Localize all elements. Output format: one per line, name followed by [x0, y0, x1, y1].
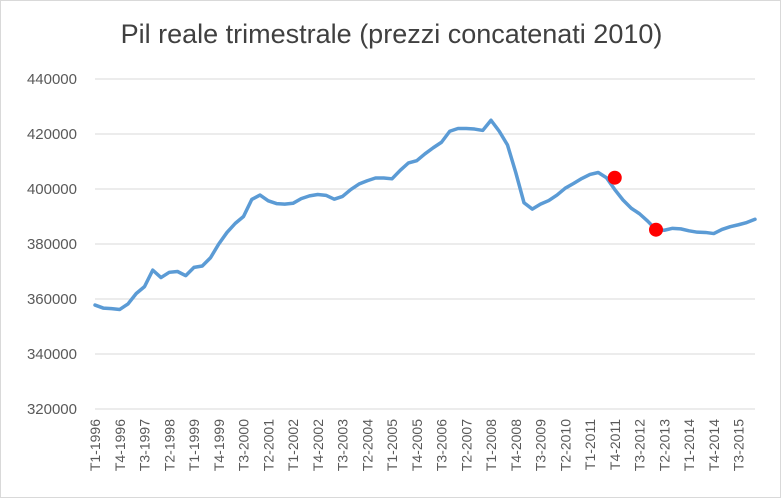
y-tick-label: 360000: [27, 291, 77, 308]
x-tick-label: T3-2015: [731, 419, 747, 471]
x-tick-label: T4-1999: [211, 419, 227, 471]
x-tick-label: T1-1999: [186, 419, 202, 471]
highlight-point: [607, 170, 622, 185]
x-tick-label: T4-2014: [706, 419, 722, 471]
x-tick-label: T3-2012: [632, 419, 648, 471]
y-tick-label: 440000: [27, 71, 77, 88]
x-tick-label: T3-2003: [335, 419, 351, 471]
x-tick-label: T3-1997: [137, 419, 153, 471]
x-tick-label: T3-2000: [236, 419, 252, 471]
y-tick-label: 380000: [27, 236, 77, 253]
x-tick-label: T2-2010: [557, 419, 573, 471]
y-tick-label: 340000: [27, 346, 77, 363]
x-tick-label: T4-2008: [508, 419, 524, 471]
chart-title: Pil reale trimestrale (prezzi concatenat…: [120, 19, 663, 49]
x-tick-label: T4-2002: [310, 419, 326, 471]
x-tick-label: T4-1996: [112, 419, 128, 471]
x-tick-label: T1-2008: [483, 419, 499, 471]
gridlines: [95, 78, 755, 410]
series-line: [93, 118, 757, 312]
x-tick-label: T4-2011: [607, 419, 623, 470]
y-axis-tick-labels: 320000 340000 360000 380000 400000 420000 4400…: [27, 71, 77, 418]
y-tick-label: 420000: [27, 126, 77, 143]
x-tick-label: T2-2007: [458, 419, 474, 471]
x-tick-label: T1-2002: [285, 419, 301, 471]
highlight-point: [649, 222, 663, 237]
highlight-markers: [607, 170, 663, 237]
x-tick-label: T1-2014: [681, 419, 697, 471]
x-tick-label: T2-2013: [656, 419, 672, 471]
x-tick-label: T1-2005: [384, 419, 400, 471]
x-tick-label: T2-1998: [161, 419, 177, 471]
x-axis-tick-labels: T1-1996 T4-1996 T3-1997 T2-1998 T1-1999 T4-19…: [87, 419, 747, 471]
x-tick-label: T1-1996: [87, 419, 103, 471]
x-tick-label: T2-2001: [260, 419, 276, 471]
x-tick-label: T1-2011: [582, 419, 598, 470]
x-tick-label: T4-2005: [409, 419, 425, 471]
y-tick-label: 320000: [27, 401, 77, 418]
x-tick-label: T3-2006: [434, 419, 450, 471]
y-tick-label: 400000: [27, 181, 77, 198]
x-tick-label: T3-2009: [533, 419, 549, 471]
x-tick-label: T2-2004: [359, 419, 375, 471]
